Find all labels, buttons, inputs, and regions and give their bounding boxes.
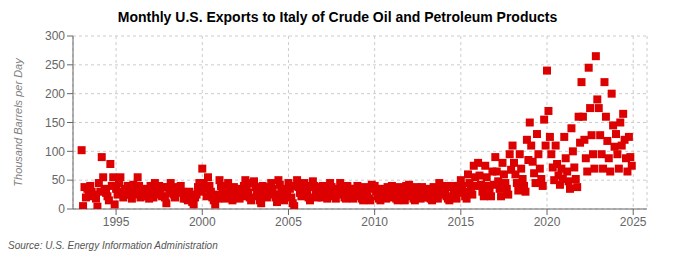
svg-text:1995: 1995	[103, 215, 130, 229]
svg-text:50: 50	[52, 173, 66, 187]
svg-text:2010: 2010	[361, 215, 388, 229]
svg-text:300: 300	[45, 29, 65, 43]
svg-text:Thousand Barrels per Day: Thousand Barrels per Day	[12, 57, 24, 187]
svg-text:2005: 2005	[275, 215, 302, 229]
html-text:Monthly U.S. Exports to Italy: Monthly U.S. Exports to Italy of Crude O…	[117, 9, 558, 25]
svg-text:2020: 2020	[534, 215, 561, 229]
svg-text:2000: 2000	[189, 215, 216, 229]
html-text:Source: U.S. Energy Informatio: Source: U.S. Energy Information Administ…	[8, 240, 218, 251]
svg-text:200: 200	[45, 87, 65, 101]
svg-text:150: 150	[45, 116, 65, 130]
svg-text:250: 250	[45, 58, 65, 72]
svg-text:2015: 2015	[447, 215, 474, 229]
svg-text:2025: 2025	[620, 215, 647, 229]
svg-text:0: 0	[58, 202, 65, 216]
svg-text:100: 100	[45, 145, 65, 159]
